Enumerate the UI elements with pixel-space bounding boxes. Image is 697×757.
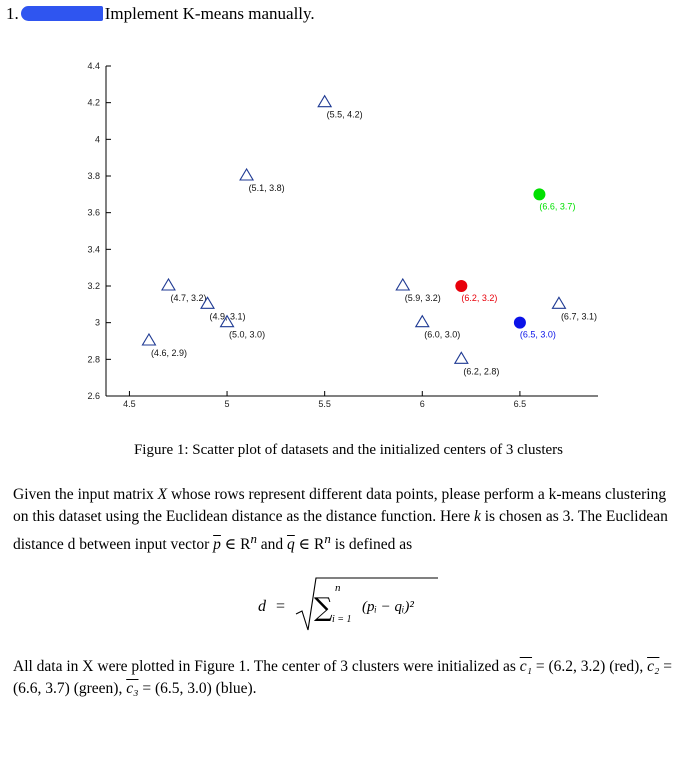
sum-upper-limit: n (335, 582, 341, 594)
center-marker (533, 188, 546, 201)
problem-description: Given the input matrix X whose rows repr… (13, 484, 685, 556)
point-label: (6.2, 2.8) (463, 366, 499, 376)
center-3-value: = (6.5, 3.0) (blue). (138, 680, 257, 697)
triangle-marker (551, 296, 567, 309)
center-marker (513, 316, 526, 329)
initialization-description: All data in X were plotted in Figure 1. … (13, 656, 685, 700)
triangle-marker (161, 277, 176, 291)
triangle-marker (219, 314, 235, 328)
triangle-marker (317, 94, 333, 108)
plot-axes (105, 66, 598, 397)
dimension-n-2: n (324, 531, 331, 546)
vector-q: q (287, 536, 295, 554)
formula-lhs: d (258, 598, 267, 615)
y-tick-label: 3.8 (87, 171, 100, 181)
y-tick-label: 3.6 (87, 208, 100, 218)
scatter-plot: 2.6 2.8 3 3.2 3.4 3.6 3.8 4 4.2 4.4 4.5 5 5.5 6 6.5 (4… (87, 61, 598, 409)
point-label: (5.9, 3.2) (405, 293, 441, 303)
point-label: (5.5, 4.2) (327, 110, 363, 120)
x-tick-label: 4.5 (123, 399, 136, 409)
triangle-marker (239, 167, 255, 181)
triangle-marker (414, 314, 430, 328)
para1-text-3: is chosen as 3. The Euclidean distance d… (13, 508, 668, 554)
question-title: Implement K-means manually. (104, 4, 315, 23)
x-tick-label: 5.5 (318, 399, 331, 409)
y-tick-label: 4.4 (87, 61, 100, 71)
axis-ticks: 2.6 2.8 3 3.2 3.4 3.6 3.8 4 4.2 4.4 4.5 5 5.5 6 6.5 (87, 61, 526, 409)
point-label: (4.7, 3.2) (170, 293, 206, 303)
y-tick-label: 3.4 (87, 244, 100, 254)
point-label: (4.6, 2.9) (151, 348, 187, 358)
triangle-marker (141, 332, 157, 346)
vector-p: p (213, 536, 221, 554)
triangle-marker (453, 351, 469, 364)
point-label: (6.7, 3.1) (561, 311, 597, 321)
x-tick-label: 5 (225, 399, 230, 409)
square-root-sign (295, 577, 438, 631)
k-symbol: k (473, 508, 481, 525)
question-heading: 1. Implement K-means manually. (6, 4, 315, 24)
para1-text-1: Given the input matrix (13, 486, 158, 503)
center-label: (6.2, 3.2) (461, 293, 497, 303)
para1-text-5: and (256, 536, 288, 554)
matrix-symbol: X (157, 486, 168, 503)
euclidean-distance-formula: d = ∑ n i = 1 (pᵢ − qᵢ)² (258, 577, 438, 631)
x-tick-label: 6 (420, 399, 425, 409)
center-label: (6.5, 3.0) (520, 330, 556, 340)
y-tick-label: 4.2 (87, 98, 100, 108)
center-marker (455, 280, 468, 292)
y-tick-label: 3 (95, 318, 100, 328)
point-label: (5.0, 3.0) (229, 330, 265, 340)
center-label: (6.6, 3.7) (539, 201, 575, 211)
y-tick-label: 2.6 (87, 391, 100, 401)
redaction-mark (20, 6, 103, 21)
center-1-symbol: c₁ (519, 658, 533, 675)
y-tick-label: 3.2 (87, 281, 100, 291)
figure-caption: Figure 1: Scatter plot of datasets and t… (133, 442, 564, 458)
center-1-value: = (6.2, 3.2) (red), (532, 658, 648, 675)
center-2-symbol: c₂ (647, 658, 660, 675)
para1-text-6: ∈ R (294, 536, 325, 554)
dimension-n-1: n (250, 531, 257, 546)
para1-text-4: ∈ R (220, 536, 251, 554)
formula-term: (pᵢ − qᵢ)² (362, 599, 414, 615)
para2-text-1: All data in X were plotted in Figure 1. … (13, 658, 520, 675)
cluster-centers: (6.2, 3.2) (6.6, 3.7) (6.5, 3.0) (455, 188, 575, 340)
center-2-value: = (6.6, 3.7) (green), (13, 658, 672, 697)
y-tick-label: 4 (95, 134, 100, 144)
point-label: (5.1, 3.8) (249, 183, 285, 193)
sum-lower-limit: i = 1 (332, 614, 352, 625)
center-3-symbol: c₃ (126, 680, 139, 697)
data-points: (4.6, 2.9)(4.7, 3.2)(4.9, 3.1)(5.0, 3.0)… (141, 94, 597, 376)
x-tick-label: 6.5 (514, 399, 527, 409)
para1-text-7: is defined as (330, 536, 413, 554)
triangle-marker (200, 296, 215, 309)
question-number: 1. (6, 4, 19, 23)
sum-symbol: ∑ (314, 593, 333, 623)
point-label: (6.0, 3.0) (424, 330, 460, 340)
y-tick-label: 2.8 (87, 354, 100, 364)
formula-equals: = (276, 598, 285, 615)
triangle-marker (395, 277, 411, 291)
para1-text-2: whose rows represent different data poin… (13, 486, 667, 525)
